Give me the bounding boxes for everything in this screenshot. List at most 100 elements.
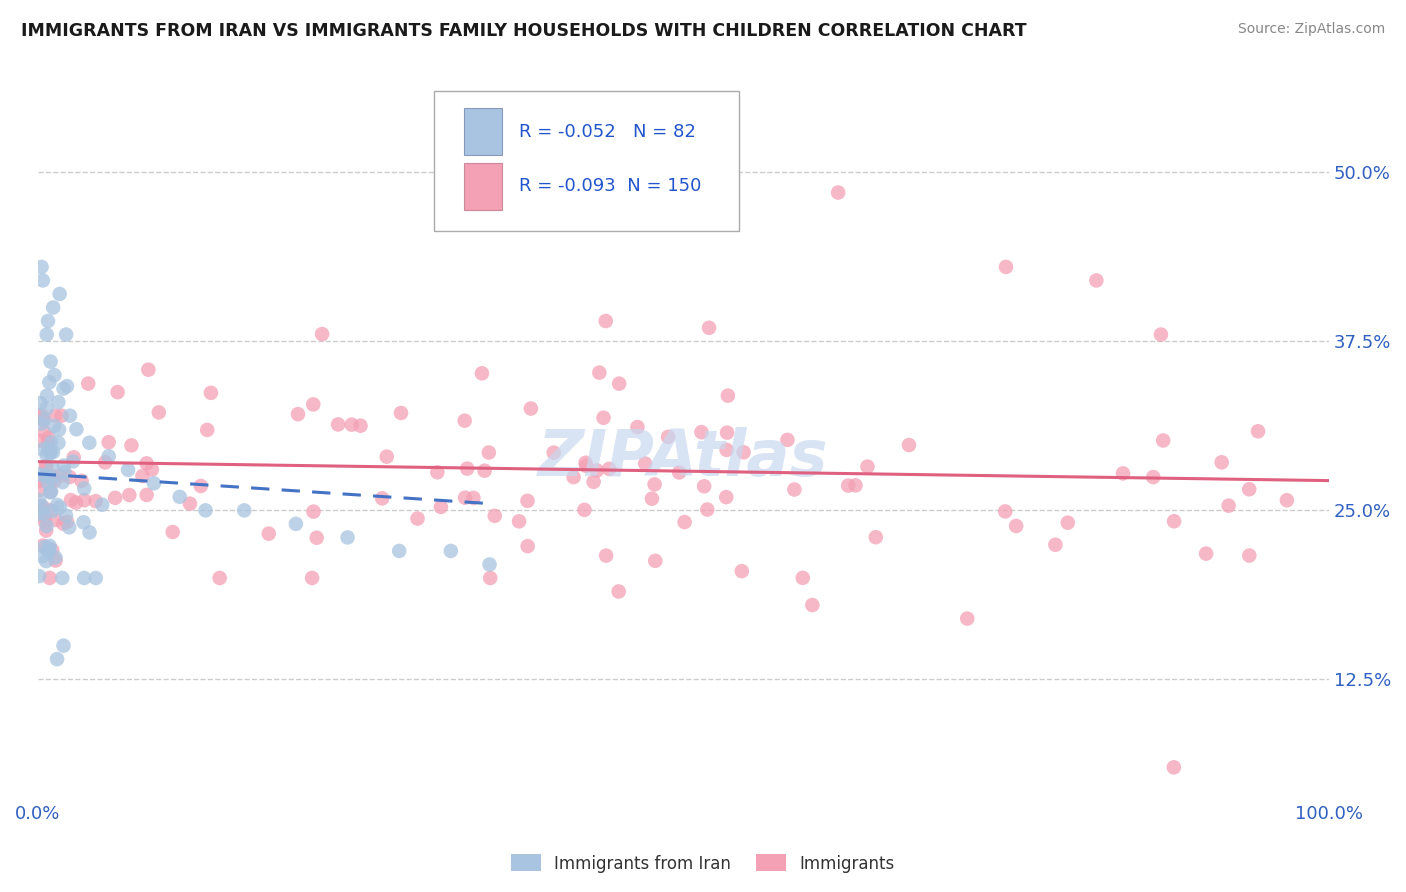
Point <box>44 550 66 565</box>
Point <box>575 458 598 473</box>
Point <box>34 515 56 529</box>
Point <box>731 564 754 578</box>
Point <box>302 505 325 519</box>
Point <box>38 539 60 553</box>
Point <box>35 459 58 474</box>
Point <box>34 510 56 524</box>
Point <box>39 484 62 499</box>
Point <box>1045 538 1067 552</box>
Point <box>44 474 66 488</box>
Point <box>141 462 163 476</box>
Point <box>994 504 1017 518</box>
Point <box>38 431 60 445</box>
Point <box>135 457 157 471</box>
Point <box>94 455 117 469</box>
Point <box>30 473 52 487</box>
Point <box>1211 455 1233 469</box>
Point <box>28 483 51 497</box>
Point <box>52 458 75 473</box>
Point <box>38 571 60 585</box>
Point <box>34 425 56 440</box>
Point <box>562 470 585 484</box>
Point <box>856 459 879 474</box>
Point <box>28 492 51 507</box>
Point <box>195 423 218 437</box>
Point <box>52 639 75 653</box>
Point <box>32 507 55 521</box>
Point <box>35 524 58 538</box>
Point <box>42 445 65 459</box>
Point <box>326 417 349 432</box>
Point <box>1195 547 1218 561</box>
Point <box>35 519 58 533</box>
Point <box>865 530 887 544</box>
Point <box>65 495 87 509</box>
Point <box>28 409 51 423</box>
Point <box>46 395 69 409</box>
Text: R = -0.093  N = 150: R = -0.093 N = 150 <box>519 178 702 195</box>
Point <box>827 186 849 200</box>
Point <box>668 466 690 480</box>
Point <box>77 376 100 391</box>
Point <box>120 438 142 452</box>
Point <box>371 491 394 506</box>
Point <box>41 469 63 483</box>
Point <box>37 314 59 328</box>
Point <box>41 471 63 485</box>
Point <box>1150 327 1173 342</box>
Point <box>508 514 530 528</box>
Point <box>49 468 72 483</box>
Point <box>48 287 70 301</box>
Point <box>194 503 217 517</box>
Point <box>32 413 55 427</box>
Point <box>388 544 411 558</box>
Point <box>46 652 69 666</box>
Point <box>135 488 157 502</box>
Point <box>1112 467 1135 481</box>
Point <box>844 478 866 492</box>
Point <box>463 491 485 505</box>
Point <box>375 450 398 464</box>
Point <box>51 571 73 585</box>
Point <box>31 417 53 431</box>
Point <box>607 376 630 391</box>
Point <box>716 442 738 457</box>
Point <box>1152 434 1174 448</box>
Point <box>59 493 82 508</box>
Point <box>56 515 79 529</box>
Point <box>32 540 55 554</box>
Point <box>84 494 107 508</box>
Point <box>1163 514 1185 528</box>
Point <box>37 503 59 517</box>
Point <box>733 445 755 459</box>
Point <box>897 438 920 452</box>
Point <box>44 409 66 423</box>
Text: R = -0.052   N = 82: R = -0.052 N = 82 <box>519 122 696 141</box>
Point <box>48 500 70 515</box>
Point <box>389 406 412 420</box>
Point <box>97 435 120 450</box>
Point <box>38 376 60 390</box>
Point <box>35 327 58 342</box>
Point <box>696 502 718 516</box>
Point <box>716 425 738 440</box>
Point <box>179 497 201 511</box>
Point <box>426 465 449 479</box>
Point <box>837 478 859 492</box>
Point <box>592 410 614 425</box>
Point <box>38 541 60 556</box>
Point <box>107 385 129 400</box>
Point <box>697 320 720 334</box>
Point <box>471 367 494 381</box>
Point <box>453 414 475 428</box>
Point <box>1237 482 1260 496</box>
Point <box>456 461 478 475</box>
Point <box>595 549 617 563</box>
Point <box>588 366 610 380</box>
Point <box>28 507 51 521</box>
Point <box>45 513 67 527</box>
Point <box>79 525 101 540</box>
Point <box>52 475 75 490</box>
Point <box>55 508 77 523</box>
Point <box>62 454 84 468</box>
